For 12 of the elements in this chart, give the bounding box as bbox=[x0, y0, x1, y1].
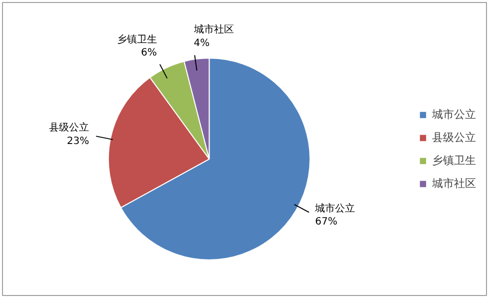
data-label: 4% bbox=[194, 38, 210, 49]
legend-label: 县级公立 bbox=[432, 130, 476, 144]
slice-label: 城市社区 bbox=[192, 24, 234, 36]
slice-label: 城市公立 bbox=[314, 202, 356, 214]
data-label: 6% bbox=[140, 48, 157, 59]
legend-label: 城市公立 bbox=[432, 106, 476, 122]
legend-label: 乡镇卫生 bbox=[432, 152, 476, 168]
legend-label: 城市社区 bbox=[432, 176, 476, 190]
slice-label: 县级公立 bbox=[49, 122, 90, 134]
data-label: 67% bbox=[315, 216, 338, 228]
data-label: 23% bbox=[66, 136, 90, 147]
slice-label: 乡镇卫生 bbox=[116, 33, 157, 46]
